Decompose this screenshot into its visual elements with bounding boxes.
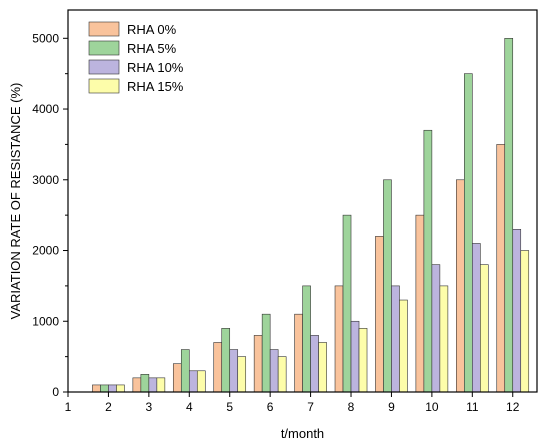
y-tick-label: 1000 bbox=[32, 314, 59, 328]
bar-rha-10--month-12 bbox=[512, 229, 522, 393]
x-tick-label: 12 bbox=[506, 400, 520, 414]
y-tick-label: 0 bbox=[52, 385, 59, 399]
bar-rha-10--month-2 bbox=[108, 384, 117, 393]
y-axis-title: VARIATION RATE OF RESISTANCE (%) bbox=[8, 83, 23, 320]
bar-rha-5--month-6 bbox=[261, 313, 271, 393]
bar-rha-0--month-3 bbox=[132, 377, 142, 393]
x-tick-label: 1 bbox=[65, 400, 72, 414]
legend-swatch bbox=[88, 78, 120, 94]
x-tick-label: 3 bbox=[146, 400, 153, 414]
bar-rha-15--month-9 bbox=[399, 299, 408, 393]
plot-frame bbox=[67, 9, 538, 393]
bar-rha-15--month-10 bbox=[439, 285, 449, 393]
bar-rha-15--month-3 bbox=[156, 377, 166, 393]
bar-rha-5--month-2 bbox=[100, 384, 109, 393]
legend: RHA 0% RHA 5% RHA 10% RHA 15% bbox=[88, 21, 184, 94]
bar-rha-10--month-5 bbox=[229, 349, 239, 393]
bar-rha-0--month-4 bbox=[172, 363, 182, 393]
x-tick-label: 5 bbox=[226, 400, 233, 414]
bar-rha-15--month-4 bbox=[196, 370, 206, 393]
bar-rha-5--month-8 bbox=[342, 214, 352, 393]
bar-rha-0--month-6 bbox=[253, 335, 263, 393]
bar-rha-0--month-9 bbox=[375, 236, 384, 393]
bar-rha-10--month-3 bbox=[148, 377, 158, 393]
legend-swatch bbox=[88, 40, 120, 56]
bar-rha-0--month-11 bbox=[456, 179, 465, 393]
x-tick-label: 2 bbox=[105, 400, 112, 414]
y-tick-label: 2000 bbox=[32, 244, 59, 258]
bar-rha-15--month-12 bbox=[520, 250, 530, 393]
x-tick-label: 9 bbox=[388, 400, 395, 414]
bar-rha-0--month-12 bbox=[496, 144, 506, 393]
bar-rha-10--month-11 bbox=[472, 243, 481, 393]
y-tick-label: 4000 bbox=[32, 102, 59, 116]
bar-rha-5--month-7 bbox=[302, 285, 311, 393]
x-tick-label: 11 bbox=[466, 400, 479, 414]
legend-label: RHA 10% bbox=[127, 60, 184, 75]
x-tick-label: 7 bbox=[307, 400, 314, 414]
bar-rha-5--month-5 bbox=[221, 328, 231, 393]
bar-rha-10--month-8 bbox=[350, 320, 360, 393]
bar-rha-0--month-2 bbox=[92, 384, 101, 393]
legend-label: RHA 5% bbox=[127, 41, 177, 56]
bar-rha-0--month-5 bbox=[213, 342, 223, 393]
legend-label: RHA 15% bbox=[127, 79, 184, 94]
bar-rha-0--month-10 bbox=[415, 214, 425, 393]
legend-swatch bbox=[88, 21, 120, 37]
legend-swatch bbox=[88, 59, 120, 75]
legend-label: RHA 0% bbox=[127, 22, 177, 37]
x-tick-label: 10 bbox=[425, 400, 439, 414]
bar-rha-10--month-9 bbox=[391, 285, 400, 393]
bar-rha-10--month-6 bbox=[269, 349, 279, 393]
bar-rha-15--month-5 bbox=[237, 356, 247, 393]
x-tick-label: 6 bbox=[267, 400, 274, 414]
bar-rha-15--month-2 bbox=[116, 384, 125, 393]
bar-rha-5--month-3 bbox=[140, 374, 150, 393]
bars-layer bbox=[92, 37, 530, 393]
bar-rha-15--month-7 bbox=[318, 342, 327, 393]
bar-rha-0--month-7 bbox=[294, 313, 303, 393]
y-tick-label: 3000 bbox=[32, 173, 59, 187]
bar-rha-5--month-11 bbox=[464, 73, 473, 393]
x-tick-label: 4 bbox=[186, 400, 193, 414]
bar-rha-5--month-9 bbox=[383, 179, 392, 393]
bar-rha-5--month-12 bbox=[504, 37, 514, 393]
bar-rha-15--month-6 bbox=[277, 356, 287, 393]
x-tick-label: 8 bbox=[348, 400, 355, 414]
x-axis-title: t/month bbox=[281, 426, 324, 441]
bar-rha-10--month-10 bbox=[431, 264, 441, 393]
bar-rha-5--month-10 bbox=[423, 129, 433, 393]
y-tick-label: 5000 bbox=[32, 31, 59, 45]
bar-rha-10--month-7 bbox=[310, 335, 319, 393]
bar-rha-5--month-4 bbox=[180, 349, 190, 393]
bar-rha-10--month-4 bbox=[188, 370, 198, 393]
bar-rha-0--month-8 bbox=[334, 285, 344, 393]
bar-rha-15--month-11 bbox=[480, 264, 489, 393]
bar-rha-15--month-8 bbox=[358, 328, 368, 393]
